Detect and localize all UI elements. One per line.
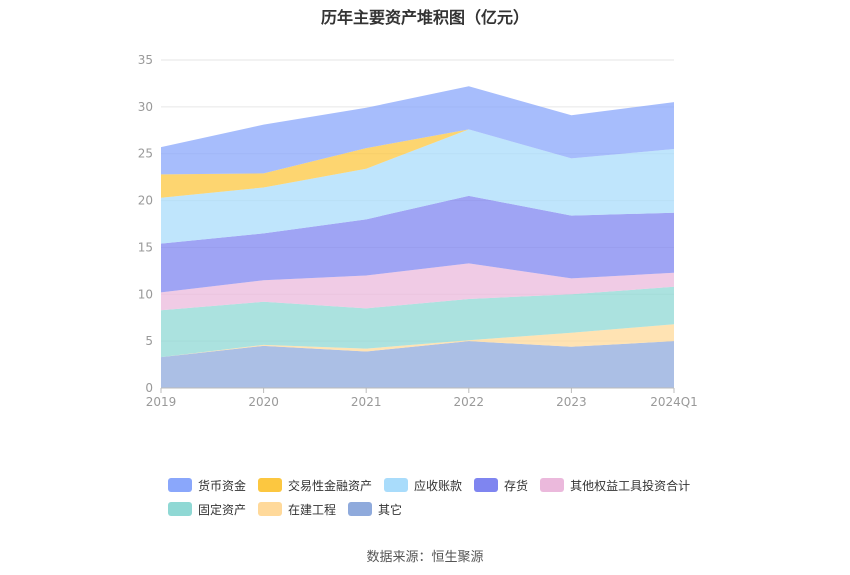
area-series-2 xyxy=(161,286,674,358)
area-series-0 xyxy=(161,341,674,388)
chart-title: 历年主要资产堆积图（亿元） xyxy=(320,8,529,27)
legend-label: 在建工程 xyxy=(288,502,337,517)
area-series-1 xyxy=(161,324,674,358)
legend-label: 交易性金融资产 xyxy=(288,478,373,493)
axes: 0 5 10 15 20 25 30 35 2019 2020 2021 2022 2023 2024Q1 xyxy=(138,53,698,409)
y-tick-label: 30 xyxy=(138,100,153,114)
legend-item[interactable]: 其它 xyxy=(348,501,402,518)
area-series-3 xyxy=(161,263,674,311)
legend-swatch xyxy=(540,478,565,492)
source-note: 数据来源：恒生聚源 xyxy=(366,550,484,565)
x-tick-label: 2019 xyxy=(146,395,177,409)
y-tick-label: 5 xyxy=(145,334,153,348)
y-tick-label: 0 xyxy=(145,381,153,395)
y-tick-label: 10 xyxy=(138,287,153,301)
y-tick-label: 20 xyxy=(138,194,153,208)
x-tick-label: 2020 xyxy=(248,395,279,409)
legend-item[interactable]: 在建工程 xyxy=(258,501,336,518)
legend-label: 其他权益工具投资合计 xyxy=(570,478,691,493)
area-series xyxy=(161,86,674,388)
legend-label: 存货 xyxy=(504,478,529,493)
legend-item[interactable]: 其他权益工具投资合计 xyxy=(540,477,690,494)
legend-label: 货币资金 xyxy=(198,478,247,493)
area-series-6 xyxy=(161,129,674,198)
y-tick-label: 15 xyxy=(138,240,153,254)
legend-swatch xyxy=(168,478,192,492)
legend: 货币资金 交易性金融资产 应收账款 存货 其他权益工具投资合计 固定资产 在建工程 其它 xyxy=(168,473,728,521)
legend-label: 固定资产 xyxy=(198,502,247,517)
legend-row: 固定资产 在建工程 其它 xyxy=(168,497,728,521)
legend-item[interactable]: 固定资产 xyxy=(168,501,246,518)
x-tick-label: 2023 xyxy=(556,395,587,409)
legend-label: 其它 xyxy=(378,502,403,517)
legend-swatch xyxy=(168,502,192,516)
legend-item[interactable]: 应收账款 xyxy=(384,477,462,494)
legend-item[interactable]: 货币资金 xyxy=(168,477,246,494)
x-tick-label: 2021 xyxy=(351,395,382,409)
area-series-4 xyxy=(161,195,674,293)
x-tick-label: 2024Q1 xyxy=(650,395,698,409)
legend-swatch xyxy=(348,502,373,516)
legend-swatch xyxy=(384,478,409,492)
legend-swatch xyxy=(258,502,283,516)
legend-label: 应收账款 xyxy=(414,478,463,493)
legend-item[interactable]: 存货 xyxy=(474,477,528,494)
legend-swatch xyxy=(258,478,283,492)
legend-swatch xyxy=(474,478,499,492)
area-series-5 xyxy=(161,129,674,244)
legend-row: 货币资金 交易性金融资产 应收账款 存货 其他权益工具投资合计 xyxy=(168,473,728,497)
legend-item[interactable]: 交易性金融资产 xyxy=(258,477,372,494)
y-tick-label: 35 xyxy=(138,53,153,67)
x-tick-label: 2022 xyxy=(454,395,485,409)
area-series-7 xyxy=(161,86,674,175)
y-tick-label: 25 xyxy=(138,147,153,161)
